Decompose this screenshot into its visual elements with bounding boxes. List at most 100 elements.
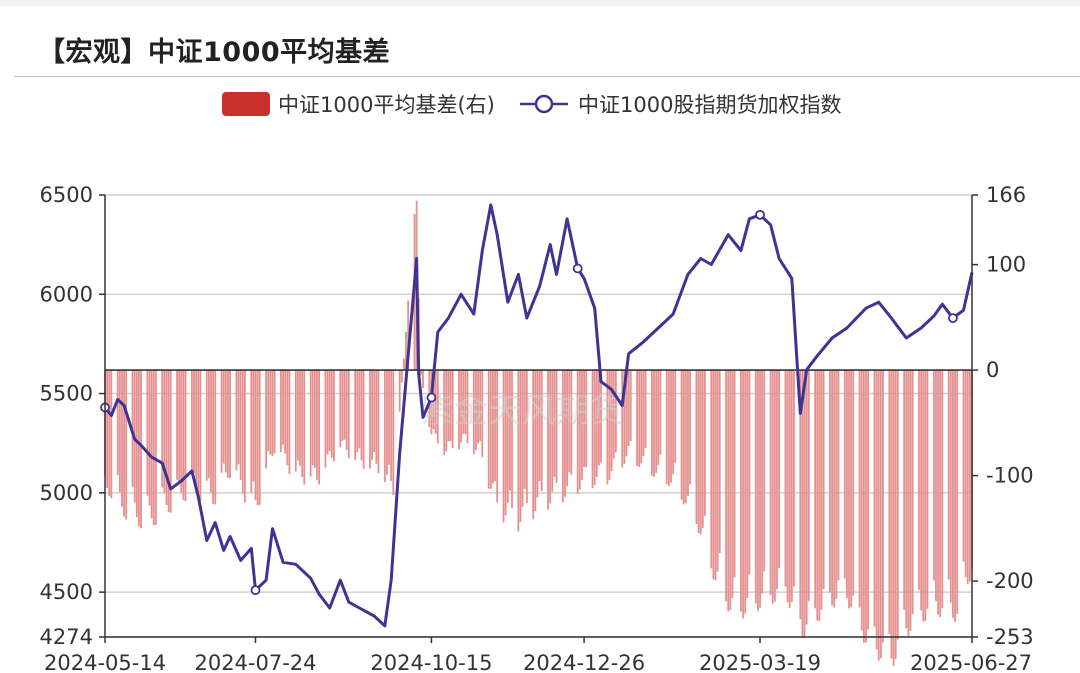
basis-bar [252, 370, 255, 482]
basis-bar [451, 370, 454, 449]
basis-bar [383, 370, 386, 482]
basis-bar [532, 370, 535, 520]
basis-bar [956, 370, 959, 614]
basis-bar [968, 370, 971, 582]
basis-bar [621, 370, 624, 468]
basis-bar [848, 370, 850, 609]
basis-bar [771, 370, 774, 604]
basis-bar [814, 370, 817, 609]
basis-bar [920, 370, 923, 611]
basis-bar [712, 370, 715, 580]
watermark: 紫金天风期货 [420, 391, 624, 431]
basis-bar [354, 370, 357, 460]
basis-bar [506, 370, 509, 504]
basis-bar [269, 370, 272, 455]
right-tick-label: 0 [986, 358, 999, 382]
basis-bar [801, 370, 804, 639]
basis-bar [205, 370, 208, 481]
basis-bar [271, 370, 274, 457]
basis-bar [106, 370, 109, 488]
basis-bar [318, 370, 321, 485]
basis-bar [687, 370, 689, 496]
basis-bar [125, 370, 128, 520]
basis-bar [754, 370, 757, 604]
basis-bar [178, 370, 181, 482]
basis-bar [150, 370, 153, 519]
basis-bar [502, 370, 505, 523]
basis-bar [280, 370, 282, 452]
basis-bar [449, 370, 452, 442]
basis-bar [390, 370, 393, 481]
basis-bar [803, 370, 806, 638]
basis-bar [462, 370, 465, 434]
basis-bar [347, 370, 350, 459]
basis-bar [504, 370, 507, 516]
basis-bar [822, 370, 825, 590]
basis-bar [167, 370, 170, 513]
basis-bar [879, 370, 882, 659]
basis-bar [682, 370, 685, 505]
basis-bar [966, 370, 969, 585]
basis-bar [583, 370, 585, 468]
basis-bar [121, 370, 123, 507]
basis-bar [303, 370, 306, 485]
basis-bar [258, 370, 261, 505]
basis-bar [197, 370, 200, 497]
basis-bar [316, 370, 318, 480]
basis-bar [475, 370, 477, 451]
x-tick-label: 2024-07-24 [194, 651, 316, 673]
basis-bar [108, 370, 111, 496]
basis-bar [862, 370, 865, 643]
basis-bar [922, 370, 925, 622]
basis-bar [464, 370, 467, 434]
basis-bar [210, 370, 212, 493]
basis-bar [517, 370, 520, 532]
basis-bar [402, 358, 405, 371]
basis-bar [169, 370, 172, 513]
basis-bar [235, 370, 238, 471]
basis-bar [199, 370, 202, 502]
index-marker [948, 313, 958, 324]
basis-bar [852, 370, 855, 596]
left-tick-label: 6500 [40, 183, 93, 207]
basis-bar [343, 370, 346, 440]
basis-bar [163, 370, 166, 494]
x-tick-label: 2024-05-14 [44, 651, 166, 673]
basis-bar [466, 370, 469, 444]
basis-bar [330, 370, 333, 458]
basis-bar [926, 370, 929, 609]
basis-bar [220, 370, 223, 473]
basis-bar [360, 370, 363, 461]
basis-bar [962, 370, 965, 562]
x-tick-label: 2024-10-15 [370, 651, 492, 673]
basis-bar [140, 370, 142, 529]
legend-swatch-basis[interactable] [222, 92, 270, 116]
basis-bar [297, 370, 299, 461]
basis-bar [640, 370, 643, 464]
basis-bar [665, 370, 668, 485]
basis-bar [265, 370, 268, 469]
x-tick-label: 2024-12-26 [523, 651, 645, 673]
basis-bar [254, 370, 257, 500]
basis-bar [324, 370, 327, 468]
basis-bar [358, 370, 361, 449]
basis-bar [710, 370, 713, 569]
basis-bar [659, 370, 662, 455]
basis-bar [536, 370, 539, 498]
basis-bar [447, 370, 450, 442]
basis-bar [494, 370, 496, 482]
basis-bar [941, 370, 944, 609]
basis-bar [744, 370, 747, 614]
right-tick-label: -100 [986, 464, 1034, 488]
basis-bar [657, 370, 660, 466]
legend-label-index: 中证1000股指期货加权指数 [578, 93, 841, 117]
basis-bar [651, 370, 653, 476]
basis-bar [284, 370, 287, 454]
basis-bar [829, 370, 831, 593]
basis-bar [195, 370, 198, 487]
basis-bar [227, 370, 229, 478]
left-axis-ticks: 4274 4500 5000 5500 6000 6500 [40, 183, 105, 649]
basis-bar [207, 370, 210, 479]
basis-bar [890, 370, 893, 659]
basis-bar [733, 370, 736, 578]
